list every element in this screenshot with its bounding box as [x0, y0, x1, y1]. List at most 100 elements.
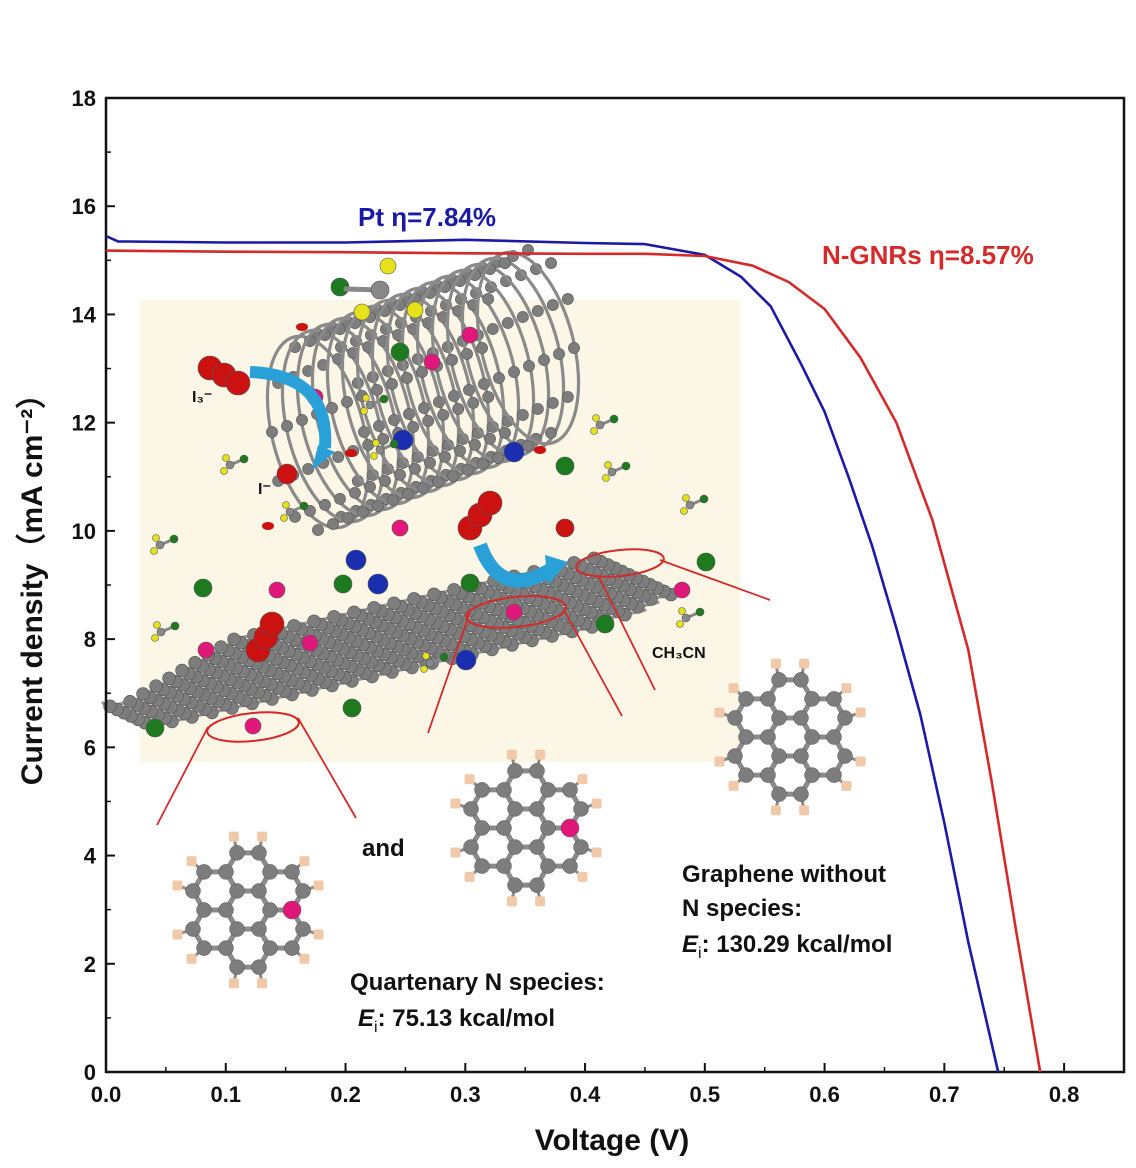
- solvent-molecule: [280, 514, 288, 522]
- carbon-atom: [332, 451, 345, 463]
- solvent-molecule: [680, 507, 688, 515]
- quaternary-title: Quartenary N species:: [350, 969, 605, 996]
- connector-line: [563, 609, 623, 717]
- nitrogen-quaternary-atom: [197, 641, 215, 659]
- hydrogen-atom: [841, 780, 852, 791]
- hydrogen-atom: [299, 856, 310, 867]
- carbon-atom: [531, 305, 544, 317]
- carbon-atom: [484, 432, 496, 445]
- nitrogen-pyridinic-atom: [455, 649, 477, 671]
- solvent-molecule: [370, 452, 378, 460]
- green-atom: [595, 614, 615, 634]
- solvent-molecule: [590, 427, 598, 435]
- carbon-atom: [546, 299, 559, 311]
- carbon-atom: [561, 391, 574, 403]
- carbon-atom: [379, 474, 391, 487]
- carbon-atom: [229, 959, 245, 975]
- y-tick-label: 8: [84, 627, 96, 652]
- carbon-atom: [377, 433, 390, 445]
- nanotube-ring: [385, 286, 491, 482]
- hydrogen-atom: [506, 896, 517, 907]
- carbon-atom: [771, 672, 787, 688]
- hydrogen-atom: [799, 658, 810, 669]
- carbon-atom: [837, 748, 853, 764]
- solvent-molecule: [375, 445, 385, 455]
- arrow-curve: [249, 366, 332, 449]
- connector-line: [156, 726, 209, 826]
- carbon-atom: [349, 486, 361, 499]
- solvent-molecule: [595, 420, 605, 430]
- carbon-atom: [358, 426, 370, 438]
- hydrogen-atom: [728, 683, 739, 694]
- carbon-atom: [467, 397, 480, 409]
- carbon-atom: [499, 426, 511, 439]
- hydrogen-atom: [257, 831, 268, 842]
- carbon-atom: [251, 959, 267, 975]
- carbon-atom: [386, 378, 398, 390]
- y-tick-label: 2: [84, 952, 96, 977]
- carbon-atom: [496, 782, 512, 798]
- carbon-atom: [407, 592, 421, 606]
- highlight-oval: [575, 548, 665, 578]
- carbon-atom: [394, 468, 406, 481]
- solvent-molecule: [225, 460, 235, 470]
- solvent-molecule: [420, 665, 428, 673]
- molecule-graphene: [714, 658, 866, 816]
- solvent-molecule: [695, 607, 705, 617]
- nitrogen-quaternary-atom: [301, 634, 319, 652]
- carbon-atom: [793, 748, 809, 764]
- hydrogen-atom: [313, 880, 324, 891]
- connector-line: [659, 559, 771, 601]
- solvent-molecule: [372, 439, 380, 447]
- y-tick-label: 10: [72, 519, 96, 544]
- green-atom: [145, 718, 165, 738]
- carbon-atom: [295, 921, 311, 937]
- iodide-ion: [555, 518, 575, 538]
- x-tick-label: 0.2: [330, 1082, 361, 1107]
- carbon-atom: [529, 877, 545, 893]
- nitrogen-quaternary-atom: [244, 717, 262, 735]
- nanotube-ring: [415, 274, 521, 470]
- carbon-atom: [568, 342, 580, 354]
- carbon-atom: [362, 439, 375, 451]
- carbon-atom: [538, 354, 550, 366]
- nitrogen-quaternary-atom: [673, 581, 691, 599]
- hydrogen-atom: [172, 880, 183, 891]
- carbon-atom: [545, 426, 557, 439]
- carbon-atom: [364, 480, 376, 493]
- green-atom: [460, 573, 480, 593]
- carbon-atom: [529, 763, 545, 779]
- carbon-atom: [476, 342, 488, 354]
- carbon-atom: [372, 500, 384, 512]
- hydrogen-atom: [186, 953, 197, 964]
- triiodide-label: I₃⁻: [192, 389, 212, 406]
- carbon-atom: [738, 691, 754, 707]
- carbon-atom: [804, 691, 820, 707]
- carbon-atom: [826, 729, 842, 745]
- x-tick-label: 0.8: [1049, 1082, 1080, 1107]
- legend-n-gnrs: N-GNRs η=8.57%: [822, 240, 1034, 270]
- iodide-ion: [276, 463, 298, 485]
- carbon-atom: [573, 839, 589, 855]
- carbon-atom: [447, 470, 459, 482]
- x-tick-label: 0.7: [929, 1082, 960, 1107]
- solvent-molecule: [239, 454, 249, 464]
- nanotube-ring: [340, 304, 446, 500]
- and-label: and: [362, 835, 405, 862]
- carbon-atom: [175, 663, 189, 678]
- hydrogen-atom: [535, 896, 546, 907]
- carbon-atom: [295, 883, 311, 899]
- y-tick-label: 14: [72, 302, 97, 327]
- x-tick-labels: 0.0 0.1 0.2 0.3 0.4 0.5 0.6 0.7 0.8: [91, 1082, 1080, 1107]
- solvent-molecule: [362, 394, 370, 402]
- solvent-molecule: [425, 658, 435, 668]
- solvent-molecule: [353, 303, 371, 321]
- carbon-atom: [738, 729, 754, 745]
- carbon-atom: [347, 605, 361, 619]
- carbon-atom: [403, 408, 415, 420]
- graphene-title-1: Graphene without: [682, 861, 886, 888]
- x-tick-label: 0.5: [690, 1082, 721, 1107]
- iodine-fragment: [534, 446, 546, 454]
- y-tick-label: 18: [72, 86, 96, 111]
- solvent-molecule: [370, 280, 390, 300]
